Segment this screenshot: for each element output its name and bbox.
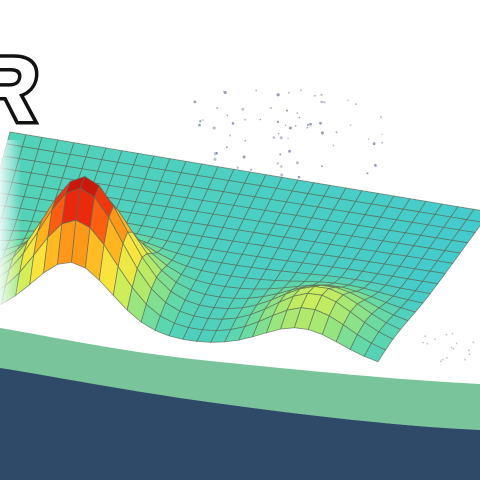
scatter-point [347,99,349,102]
scatter-point [276,93,280,97]
scatter-point [255,89,257,92]
scatter-point [320,131,324,135]
scatter-point [215,151,219,155]
scatter-point [294,125,297,127]
scatter-point [242,155,246,159]
scatter-point [374,164,377,167]
scatter-point [295,161,299,165]
scatter-point [288,149,291,153]
scatter-point [284,124,287,127]
scatter-point [241,107,245,111]
scatter-point [445,333,448,336]
scatter-point [279,153,282,156]
green-band [0,328,480,430]
scatter-point [468,349,470,352]
scatter-point [320,100,324,104]
scatter-point [244,118,247,121]
scatter-point [276,120,280,124]
scatter-point [321,165,324,168]
scatter-point [280,173,284,177]
scatter-point [354,103,358,106]
scatter-point [236,166,239,169]
scatter-point [296,112,299,115]
scatter-point [441,358,444,361]
scatter-point [434,338,436,341]
scatter-point [439,360,442,363]
scatter-point [472,341,475,344]
scatter-point [272,136,276,139]
scatter-point [320,93,323,97]
scatter-point [455,342,458,345]
scatter-point [226,114,229,117]
scatter-point [223,90,227,95]
scatter-point [323,101,326,104]
scatter-point [298,116,301,119]
scatter-point [276,162,279,165]
scatter-point [201,119,204,121]
scatter-point [335,131,338,134]
scatter-point [313,94,316,97]
scatter-point [269,107,273,110]
scatter-point [426,342,429,345]
scatter-point [193,100,197,104]
scatter-point [422,341,424,344]
scatter-point [309,122,312,126]
scatter-point [287,137,289,140]
surface-cell [363,342,387,363]
scatter-point [379,116,383,119]
scatter-point [306,126,308,129]
scatter-point [288,126,292,130]
scatter-point [199,120,202,123]
scatter-point [222,90,225,93]
scatter-point [231,122,235,125]
scatter-point [277,132,280,135]
surface-fade-left [0,140,120,345]
surface-mesh [0,131,480,363]
scatter-point [216,106,219,110]
scatter-point [280,165,283,168]
scatter-point [299,89,302,92]
scatter-points [193,89,475,363]
scatter-point [285,109,289,112]
scatter-point [349,124,352,126]
scatter-point [446,357,448,359]
scatter-point [451,332,454,335]
scatter-point [249,168,253,171]
scatter-point [229,134,231,137]
scatter-point [332,144,335,147]
scatter-point [452,348,455,350]
scatter-point [381,133,383,136]
scatter-point [372,142,376,146]
bottom-banner [0,368,480,480]
scatter-point [306,124,309,126]
scatter-point [450,346,453,349]
scatter-point [212,126,216,130]
scatter-point [368,138,370,140]
scatter-point [287,91,290,94]
scatter-point [213,157,217,161]
scatter-point [424,335,427,338]
scatter-point [225,146,228,149]
scatter-point [464,358,467,361]
scatter-point [319,121,322,125]
scatter-point [366,172,369,175]
scatter-point [381,141,384,144]
scatter-point [297,175,301,179]
scatter-point [279,136,283,140]
scatter-point [259,118,262,121]
scatter-point [198,123,201,127]
scatter-point [468,353,471,356]
scatter-point [244,139,247,142]
